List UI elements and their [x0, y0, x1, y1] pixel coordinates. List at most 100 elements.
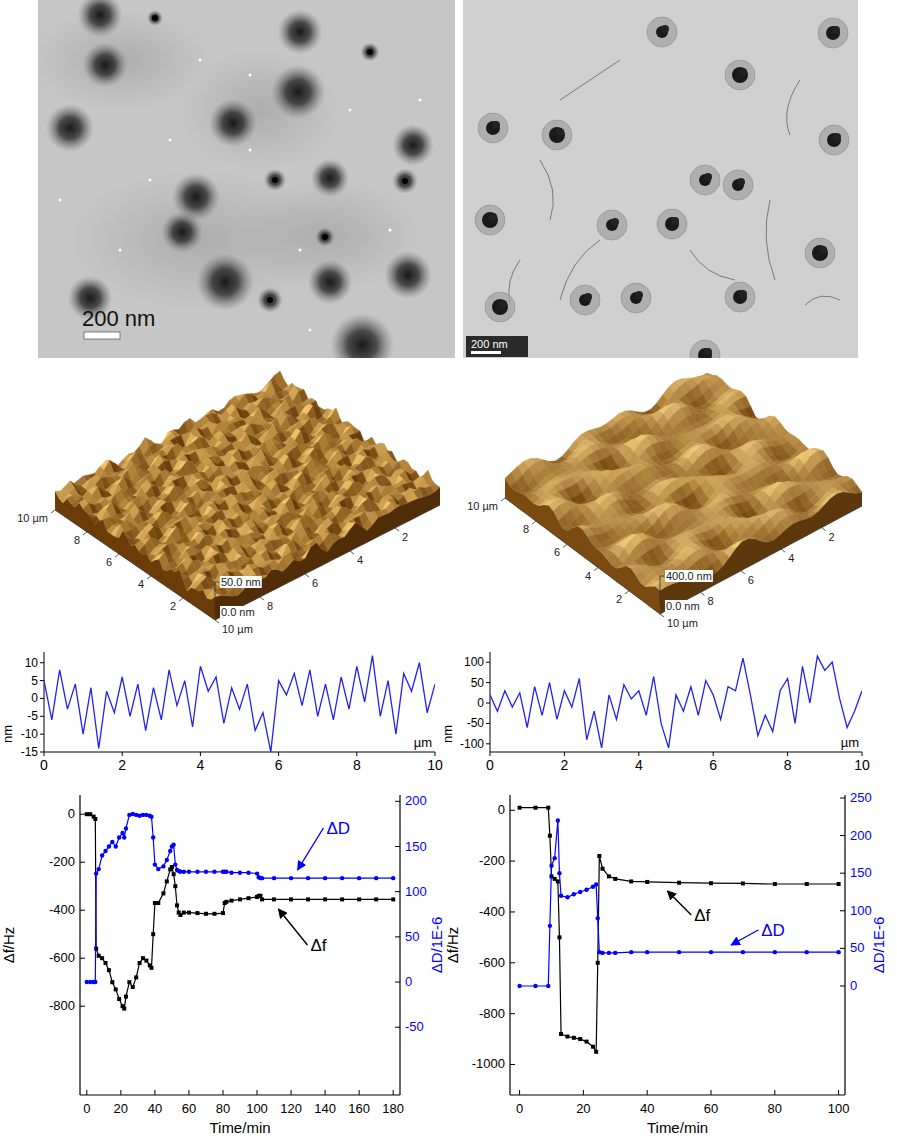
- bright-dot: [169, 139, 172, 142]
- scale-bar-label: 200 nm: [82, 306, 155, 331]
- particle: [83, 43, 128, 88]
- particle-halo: [475, 205, 505, 235]
- particle: [147, 10, 163, 26]
- particle-core: [732, 67, 748, 83]
- afm-tick: [147, 576, 151, 579]
- particle-core: [367, 49, 373, 55]
- filament: [690, 250, 735, 280]
- bright-dot: [59, 199, 62, 202]
- bright-dot: [199, 59, 202, 62]
- particle: [392, 168, 418, 194]
- surface-side: [55, 491, 215, 620]
- particle-halo: [597, 210, 627, 240]
- afm-tick-label: 2: [170, 600, 176, 612]
- particle: [384, 251, 432, 299]
- bright-dot: [249, 149, 252, 152]
- filament: [787, 80, 800, 135]
- filament: [805, 296, 840, 305]
- particle-core: [579, 294, 591, 306]
- particle-halo: [725, 60, 755, 90]
- bright-dot: [349, 109, 352, 112]
- particle-halo: [725, 282, 755, 312]
- bright-dot: [149, 179, 152, 182]
- micrograph-bg: [38, 0, 455, 358]
- particle: [360, 42, 379, 61]
- particle-core: [661, 25, 669, 33]
- afm-z-tick: [215, 582, 219, 583]
- micrograph: [38, 0, 455, 358]
- afm-tick: [395, 528, 399, 531]
- afm-tick: [260, 597, 264, 600]
- particle-core: [489, 213, 497, 221]
- particle-core: [635, 291, 643, 299]
- afm-tick-label: 4: [357, 554, 363, 566]
- particle-halo: [690, 165, 720, 195]
- particle-halo: [542, 120, 572, 150]
- afm-axis: [55, 510, 215, 620]
- particle-core: [606, 219, 618, 231]
- particle-core: [826, 26, 840, 40]
- bright-dot: [249, 74, 252, 77]
- scale-bar: [471, 351, 501, 354]
- bright-dot: [299, 249, 302, 252]
- particle: [209, 99, 257, 147]
- afm-tick-label: 8: [74, 534, 80, 546]
- particle: [257, 287, 283, 313]
- particle-core: [833, 133, 841, 141]
- particle: [161, 211, 203, 253]
- particle-halo: [485, 292, 515, 322]
- afm-tick-label: 4: [138, 578, 144, 590]
- particle-core: [556, 128, 564, 136]
- afm-tick-label: 8: [267, 600, 273, 612]
- particle-core: [486, 121, 500, 135]
- particle-halo: [723, 170, 753, 200]
- afm-tick: [215, 620, 219, 623]
- scale-bar: [84, 332, 120, 339]
- afm-axis: [215, 505, 440, 620]
- particle-core: [402, 178, 408, 184]
- particle-core: [152, 15, 158, 21]
- particle-core: [492, 121, 500, 129]
- afm-tick: [350, 551, 354, 554]
- surface-facet: [206, 461, 216, 467]
- particle-halo: [818, 18, 848, 48]
- afm-z-axis: [215, 582, 216, 612]
- afm-z-tick: [215, 612, 219, 613]
- particle-core: [737, 178, 745, 186]
- scale-bar-ground: [466, 336, 528, 357]
- haze: [180, 50, 340, 170]
- particle: [196, 253, 254, 311]
- particle-core: [704, 173, 712, 181]
- particle-core: [733, 290, 747, 304]
- afm-tick: [51, 510, 55, 513]
- particle: [271, 65, 325, 119]
- particle-halo: [690, 340, 720, 358]
- particle-core: [584, 293, 592, 301]
- label-patch: [220, 606, 256, 618]
- afm-z-label: 0.0 nm: [221, 606, 255, 618]
- particle-core: [827, 133, 841, 147]
- afm-tick: [305, 574, 309, 577]
- particle-core: [704, 348, 712, 356]
- particle-core: [267, 297, 273, 303]
- afm-tick: [179, 598, 183, 601]
- particle-halo: [478, 113, 508, 143]
- particle: [264, 169, 286, 191]
- particle-core: [671, 217, 679, 225]
- particle-core: [739, 68, 747, 76]
- bright-dot: [119, 249, 122, 252]
- filament: [540, 160, 553, 220]
- particle-core: [812, 245, 828, 261]
- particle-halo: [657, 209, 687, 239]
- particle-core: [549, 127, 565, 143]
- particle-core: [322, 234, 328, 240]
- particle-core: [656, 26, 668, 38]
- afm-tick: [115, 554, 119, 557]
- particle-core: [832, 26, 840, 34]
- afm-tick-label: 2: [402, 531, 408, 543]
- particle: [308, 260, 353, 305]
- particle: [78, 0, 123, 37]
- particle-core: [732, 179, 744, 191]
- afm-z-label: 50.0 nm: [221, 576, 261, 588]
- label-patch: [220, 576, 262, 588]
